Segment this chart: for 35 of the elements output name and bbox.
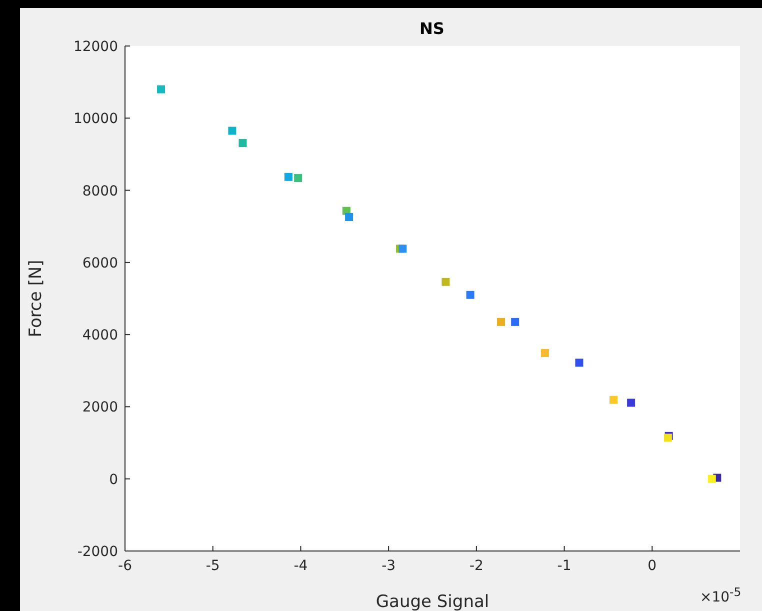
point xyxy=(284,172,292,181)
point xyxy=(575,358,584,367)
point xyxy=(627,398,636,407)
y-tick-label: -2000 xyxy=(77,544,118,560)
y-tick-label: 10000 xyxy=(73,111,118,128)
x-axis-title: Gauge Signal xyxy=(376,592,490,611)
y-tick-label: 12000 xyxy=(73,38,118,55)
y-axis-title: Force [N] xyxy=(26,260,46,338)
point xyxy=(294,174,302,182)
y-tick-label: 0 xyxy=(109,472,118,488)
y-tick-label: 6000 xyxy=(82,255,118,272)
point xyxy=(708,474,716,483)
x-tick-label: -5 xyxy=(206,558,220,574)
point xyxy=(157,85,166,94)
x-tick-label: -2 xyxy=(469,558,484,574)
x-tick-label: -1 xyxy=(557,558,572,574)
point xyxy=(466,290,474,299)
y-tick-label: 8000 xyxy=(82,183,118,200)
point xyxy=(238,139,247,148)
point xyxy=(540,348,549,357)
y-tick-label: 4000 xyxy=(82,328,118,344)
x-tick-label: -6 xyxy=(118,558,132,574)
x-tick-label: -4 xyxy=(294,558,308,574)
point xyxy=(345,212,354,221)
point xyxy=(228,126,236,135)
point xyxy=(609,396,618,404)
x-tick-label: 0 xyxy=(648,558,657,574)
point xyxy=(442,278,450,286)
text: ×10$^{-5}$ xyxy=(700,585,742,606)
x-tick-label: -3 xyxy=(382,558,396,574)
chart-title: NS xyxy=(420,19,444,38)
point xyxy=(511,318,520,326)
point xyxy=(398,244,407,253)
y-tick-label: 2000 xyxy=(82,400,118,416)
point xyxy=(497,318,506,326)
